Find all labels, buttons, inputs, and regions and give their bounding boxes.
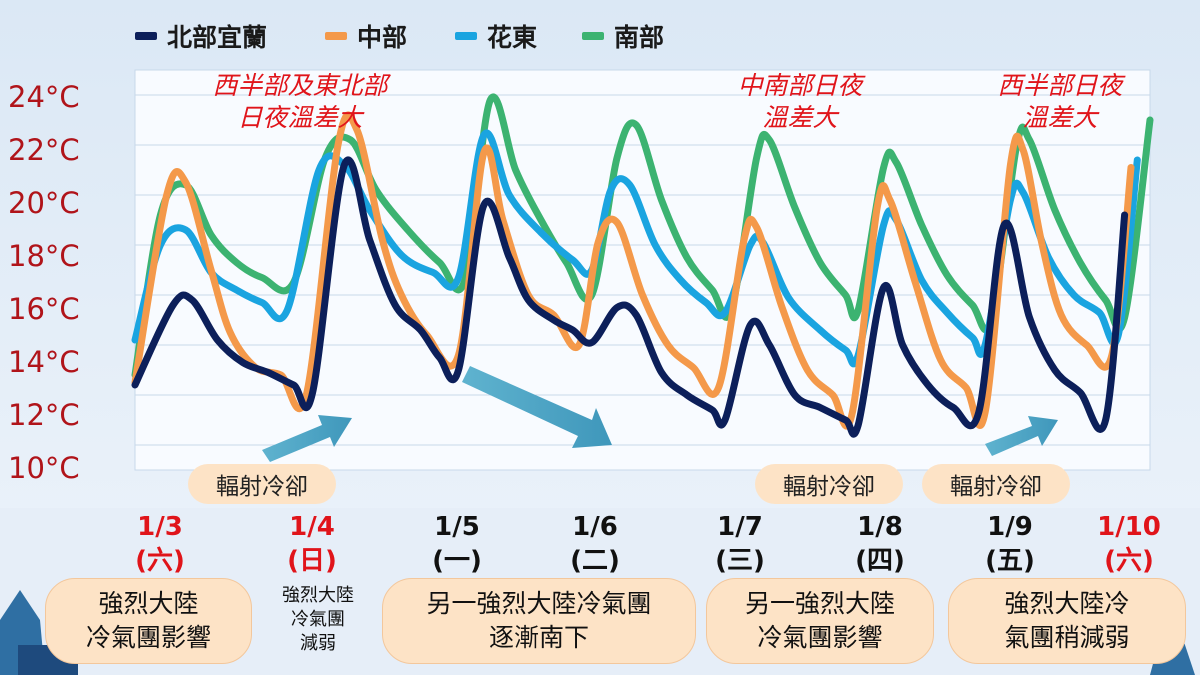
annotation-2-line-2: 溫差大 — [762, 103, 838, 132]
weather-note-3: 另一強烈大陸冷氣團 逐漸南下 — [382, 578, 696, 664]
date-label: 1/3 — [137, 512, 183, 542]
legend-swatch-south — [582, 32, 604, 40]
y-tick-16: 16°C — [8, 292, 80, 326]
weather-note-3-line-1: 另一強烈大陸冷氣團 — [426, 589, 652, 618]
weather-note-1-line-1: 強烈大陸 — [98, 589, 199, 618]
radiative-cooling-label-1: 輻射冷卻 — [188, 464, 336, 504]
annotation-1-line-1: 西半部及東北部 — [212, 71, 388, 100]
annotation-central-south: 中南部日夜 溫差大 — [715, 70, 885, 134]
date-label: 1/8 — [857, 512, 903, 542]
weather-note-1-line-2: 冷氣團影響 — [85, 623, 211, 652]
legend-swatch-east — [455, 32, 477, 40]
date-label: 1/4 — [289, 512, 335, 542]
weekday-label: (五) — [985, 546, 1035, 576]
legend-label-north: 北部宜蘭 — [167, 23, 268, 52]
weather-note-2-line-3: 減弱 — [300, 633, 336, 654]
y-tick-22: 22°C — [8, 133, 80, 167]
date-1-5: 1/5 (一) — [397, 510, 517, 578]
weekday-label: (日) — [287, 546, 337, 576]
y-tick-20: 20°C — [8, 186, 80, 220]
annotation-1-line-2: 日夜溫差大 — [237, 103, 363, 132]
weather-note-5-line-1: 強烈大陸冷 — [1004, 589, 1130, 618]
legend-label-east: 花東 — [487, 23, 538, 52]
legend-item-east: 花東 — [455, 18, 537, 54]
series-north-yilan-line — [131, 156, 1129, 438]
weather-note-5: 強烈大陸冷 氣團稍減弱 — [948, 578, 1186, 664]
legend-label-south: 南部 — [614, 23, 665, 52]
radiative-cooling-label-2: 輻射冷卻 — [755, 464, 903, 504]
date-label: 1/9 — [987, 512, 1033, 542]
weather-note-1: 強烈大陸 冷氣團影響 — [45, 578, 252, 664]
weekday-label: (三) — [715, 546, 765, 576]
date-label: 1/7 — [717, 512, 763, 542]
date-label: 1/6 — [572, 512, 618, 542]
weather-note-5-line-2: 氣團稍減弱 — [1004, 623, 1130, 652]
weather-note-4: 另一強烈大陸 冷氣團影響 — [706, 578, 934, 664]
weather-note-3-line-2: 逐漸南下 — [488, 623, 589, 652]
date-label: 1/10 — [1097, 512, 1161, 542]
arrow-up-2 — [985, 416, 1058, 456]
weekday-label: (二) — [570, 546, 620, 576]
y-tick-10: 10°C — [8, 451, 80, 485]
date-1-4: 1/4 (日) — [252, 510, 372, 578]
date-1-10: 1/10 (六) — [1069, 510, 1189, 578]
arrow-down — [462, 366, 612, 448]
date-label: 1/5 — [434, 512, 480, 542]
annotation-3-line-1: 西半部日夜 — [997, 71, 1123, 100]
chart-legend: 北部宜蘭 中部 花東 南部 — [0, 18, 720, 58]
date-1-6: 1/6 (二) — [535, 510, 655, 578]
legend-item-central: 中部 — [325, 18, 407, 54]
y-tick-24: 24°C — [8, 80, 80, 114]
annotation-west-northeast: 西半部及東北部 日夜溫差大 — [185, 70, 415, 134]
trend-arrows — [262, 366, 1058, 462]
series-lines — [131, 93, 1154, 438]
annotation-2-line-1: 中南部日夜 — [737, 71, 863, 100]
legend-label-central: 中部 — [357, 23, 408, 52]
weather-note-4-line-1: 另一強烈大陸 — [744, 589, 895, 618]
weekday-label: (四) — [855, 546, 905, 576]
annotation-west: 西半部日夜 溫差大 — [975, 70, 1145, 134]
weather-note-4-line-2: 冷氣團影響 — [757, 623, 883, 652]
y-tick-12: 12°C — [8, 398, 80, 432]
weekday-label: (六) — [1104, 546, 1154, 576]
date-1-7: 1/7 (三) — [680, 510, 800, 578]
legend-item-north: 北部宜蘭 — [135, 18, 267, 54]
y-tick-14: 14°C — [8, 345, 80, 379]
radiative-cooling-label-3: 輻射冷卻 — [922, 464, 1070, 504]
legend-swatch-central — [325, 32, 347, 40]
date-1-8: 1/8 (四) — [820, 510, 940, 578]
series-central-line — [131, 111, 1135, 430]
weekday-label: (一) — [432, 546, 482, 576]
weather-note-2-line-1: 強烈大陸 — [282, 585, 354, 606]
date-1-9: 1/9 (五) — [950, 510, 1070, 578]
weekday-label: (六) — [135, 546, 185, 576]
y-tick-18: 18°C — [8, 239, 80, 273]
annotation-3-line-2: 溫差大 — [1022, 103, 1098, 132]
weather-note-2: 強烈大陸 冷氣團 減弱 — [255, 584, 381, 656]
arrow-up-1 — [262, 415, 352, 462]
date-1-3: 1/3 (六) — [100, 510, 220, 578]
weather-note-2-line-2: 冷氣團 — [291, 609, 345, 630]
legend-swatch-north — [135, 32, 157, 40]
legend-item-south: 南部 — [582, 18, 664, 54]
